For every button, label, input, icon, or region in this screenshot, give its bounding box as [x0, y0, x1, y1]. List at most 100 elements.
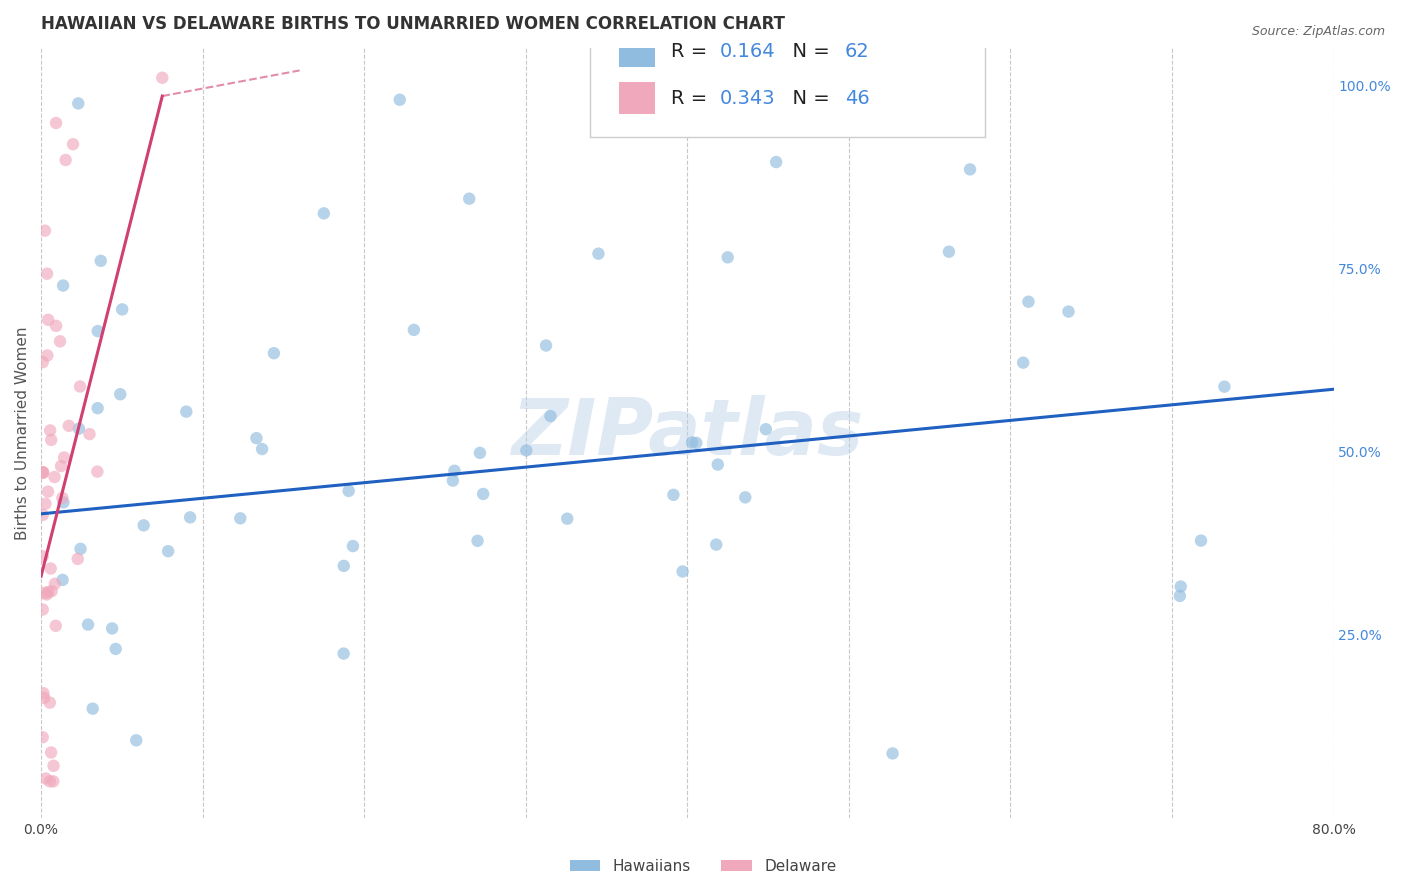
Point	[1213, 379, 1236, 393]
Point	[467, 533, 489, 548]
Point	[86, 465, 108, 479]
Point	[53, 450, 76, 465]
Point	[31, 549, 53, 564]
Point	[472, 487, 495, 501]
Point	[45, 318, 67, 333]
Point	[132, 518, 155, 533]
Point	[32, 466, 55, 480]
Point	[44, 470, 66, 484]
FancyBboxPatch shape	[591, 21, 984, 137]
Point	[39, 746, 62, 760]
Point	[87, 324, 110, 338]
Text: 46: 46	[845, 88, 870, 108]
Point	[555, 511, 578, 525]
Point	[42, 759, 65, 773]
Point	[31, 731, 53, 745]
Point	[77, 617, 100, 632]
Point	[34, 224, 56, 238]
Point	[35, 587, 58, 601]
Point	[51, 491, 73, 505]
Point	[45, 619, 67, 633]
Point	[52, 278, 75, 293]
Point	[588, 246, 610, 260]
Point	[38, 696, 60, 710]
Point	[685, 436, 707, 450]
Point	[342, 539, 364, 553]
Point	[45, 116, 67, 130]
Point	[229, 511, 252, 525]
Point	[44, 576, 66, 591]
Point	[82, 701, 104, 715]
Point	[34, 497, 56, 511]
Point	[31, 602, 53, 616]
Point	[32, 686, 55, 700]
Legend: Hawaiians, Delaware: Hawaiians, Delaware	[564, 853, 842, 880]
Point	[55, 153, 77, 167]
Text: N =: N =	[780, 88, 837, 108]
Point	[1012, 356, 1035, 370]
Point	[717, 250, 740, 264]
Point	[402, 323, 425, 337]
Point	[263, 346, 285, 360]
Point	[52, 573, 75, 587]
Point	[388, 93, 411, 107]
Point	[681, 435, 703, 450]
Point	[458, 192, 481, 206]
Point	[337, 483, 360, 498]
Point	[37, 349, 59, 363]
Point	[250, 442, 273, 456]
FancyBboxPatch shape	[619, 82, 655, 114]
Point	[1017, 294, 1039, 309]
Point	[67, 422, 90, 436]
Point	[38, 774, 60, 789]
Point	[104, 641, 127, 656]
Point	[90, 253, 112, 268]
FancyBboxPatch shape	[619, 35, 655, 67]
Point	[31, 355, 53, 369]
Point	[1170, 580, 1192, 594]
Text: Source: ZipAtlas.com: Source: ZipAtlas.com	[1251, 25, 1385, 38]
Point	[79, 427, 101, 442]
Point	[245, 431, 267, 445]
Point	[1057, 304, 1080, 318]
Point	[62, 137, 84, 152]
Text: 62: 62	[845, 42, 870, 61]
Point	[312, 206, 335, 220]
Point	[662, 488, 685, 502]
Point	[69, 379, 91, 393]
Point	[49, 334, 72, 349]
Point	[150, 70, 173, 85]
Point	[41, 584, 63, 599]
Point	[672, 565, 695, 579]
Point	[49, 459, 72, 474]
Point	[443, 464, 465, 478]
Point	[332, 558, 354, 573]
Point	[938, 244, 960, 259]
Point	[1189, 533, 1212, 548]
Point	[1168, 589, 1191, 603]
Point	[101, 622, 124, 636]
Point	[37, 484, 59, 499]
Point	[540, 409, 562, 423]
Point	[332, 647, 354, 661]
Point	[704, 538, 727, 552]
Point	[35, 267, 58, 281]
Point	[34, 586, 56, 600]
Text: N =: N =	[780, 42, 837, 61]
Text: HAWAIIAN VS DELAWARE BIRTHS TO UNMARRIED WOMEN CORRELATION CHART: HAWAIIAN VS DELAWARE BIRTHS TO UNMARRIED…	[41, 15, 785, 33]
Point	[125, 733, 148, 747]
Point	[39, 424, 62, 438]
Point	[31, 508, 53, 522]
Point	[110, 387, 132, 401]
Point	[31, 466, 53, 480]
Point	[66, 552, 89, 566]
Point	[86, 401, 108, 416]
Point	[32, 690, 55, 705]
Text: R =: R =	[671, 42, 713, 61]
Point	[882, 747, 904, 761]
Point	[734, 491, 756, 505]
Point	[42, 774, 65, 789]
Point	[468, 446, 491, 460]
Text: 0.164: 0.164	[720, 42, 775, 61]
Point	[765, 155, 787, 169]
